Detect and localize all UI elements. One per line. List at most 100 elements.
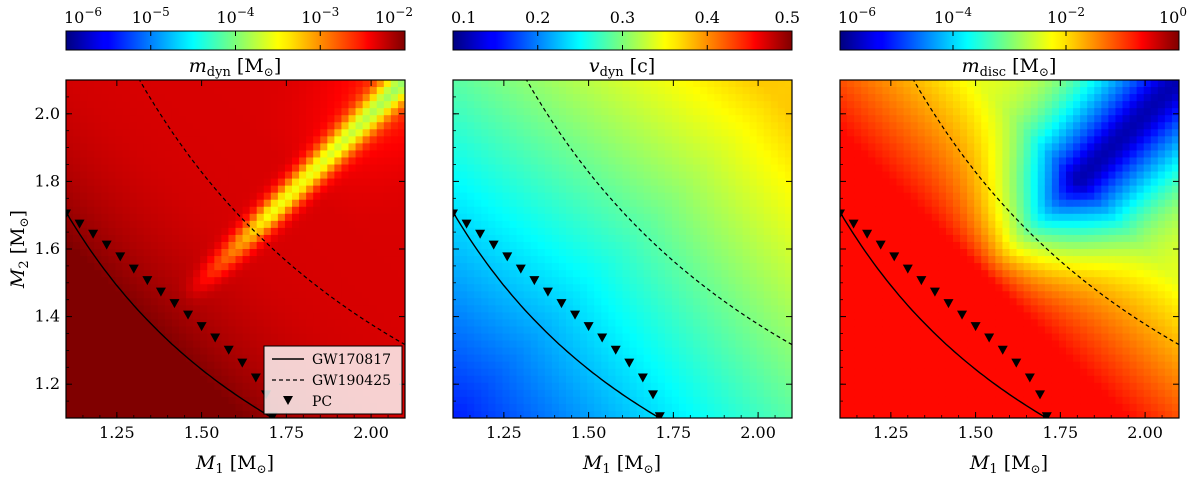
heatmap-cell: [256, 305, 265, 313]
heatmap-cell: [777, 375, 786, 384]
heatmap-cell: [580, 234, 588, 243]
heatmap-cell: [721, 375, 730, 384]
heatmap-cell: [164, 340, 173, 349]
heatmap-cell: [474, 305, 482, 313]
heatmap-cell: [551, 340, 560, 349]
heatmap-cell: [362, 129, 371, 137]
heatmap-cell: [73, 291, 81, 299]
heatmap-cell: [551, 256, 560, 264]
heatmap-cell: [242, 277, 251, 285]
heatmap-cell: [474, 234, 482, 243]
heatmap-cell: [770, 157, 779, 166]
heatmap-cell: [686, 129, 694, 137]
heatmap-cell: [369, 101, 378, 109]
heatmap-cell: [263, 101, 272, 109]
heatmap-cell: [200, 220, 208, 229]
heatmap-cell: [495, 333, 504, 342]
heatmap-cell: [558, 270, 567, 278]
heatmap-cell: [742, 340, 751, 349]
heatmap-cell: [277, 270, 286, 278]
heatmap-cell: [270, 150, 279, 159]
heatmap-cell: [263, 284, 272, 292]
heatmap-cell: [221, 80, 230, 88]
heatmap-cell: [467, 136, 475, 144]
heatmap-cell: [235, 129, 244, 137]
heatmap-cell: [636, 340, 645, 349]
heatmap-cell: [770, 396, 779, 405]
heatmap-cell: [193, 185, 201, 194]
heatmap-cell: [270, 227, 279, 236]
heatmap-cell: [122, 375, 131, 384]
heatmap-cell: [854, 171, 862, 180]
heatmap-cell: [721, 263, 730, 271]
heatmap-cell: [735, 305, 744, 313]
heatmap-cell: [707, 326, 715, 335]
heatmap-cell: [348, 234, 357, 243]
heatmap-cell: [728, 396, 737, 405]
heatmap-cell: [263, 108, 272, 116]
heatmap-cell: [509, 347, 518, 356]
heatmap-cell: [228, 115, 237, 123]
heatmap-cell: [636, 312, 645, 321]
heatmap-cell: [474, 284, 482, 292]
heatmap-cell: [157, 347, 166, 356]
heatmap-cell: [622, 129, 631, 137]
heatmap-cell: [558, 284, 567, 292]
heatmap-cell: [369, 136, 378, 144]
heatmap-cell: [784, 115, 792, 123]
heatmap-cell: [101, 129, 109, 137]
heatmap-cell: [629, 87, 638, 95]
heatmap-cell: [671, 115, 680, 123]
heatmap-cell: [207, 333, 215, 342]
heatmap-cell: [277, 241, 286, 250]
heatmap-cell: [777, 213, 786, 222]
heatmap-cell: [150, 396, 159, 405]
heatmap-cell: [749, 171, 758, 180]
heatmap-cell: [242, 171, 251, 180]
heatmap-cell: [179, 185, 187, 194]
heatmap-cell: [292, 284, 300, 292]
heatmap-cell: [671, 136, 680, 144]
heatmap-cell: [566, 241, 574, 250]
heatmap-cell: [488, 178, 496, 187]
heatmap-cell: [186, 403, 194, 412]
heatmap-cell: [558, 220, 567, 229]
heatmap-cell: [573, 157, 581, 166]
heatmap-cell: [495, 368, 504, 377]
heatmap-cell: [544, 164, 553, 173]
heatmap-cell: [80, 382, 88, 391]
heatmap-cell: [643, 333, 652, 342]
heatmap-cell: [756, 305, 765, 313]
heatmap-cell: [544, 178, 553, 187]
heatmap-cell: [108, 220, 117, 229]
heatmap-cell: [129, 298, 138, 306]
heatmap-cell: [671, 220, 680, 229]
heatmap-cell: [700, 305, 708, 313]
heatmap-cell: [348, 122, 357, 130]
heatmap-cell: [742, 87, 751, 95]
heatmap-cell: [87, 319, 95, 328]
heatmap-cell: [467, 354, 475, 363]
heatmap-cell: [481, 270, 489, 278]
heatmap-cell: [657, 129, 666, 137]
heatmap-cell: [629, 129, 638, 137]
heatmap-cell: [320, 305, 328, 313]
heatmap-cell: [327, 192, 335, 201]
heatmap-cell: [150, 249, 159, 257]
heatmap-cell: [157, 241, 166, 250]
heatmap-cell: [749, 284, 758, 292]
heatmap-cell: [671, 340, 680, 349]
heatmap-cell: [840, 256, 848, 264]
heatmap-cell: [150, 122, 159, 130]
heatmap-cell: [87, 115, 95, 123]
heatmap-cell: [679, 263, 687, 271]
heatmap-cell: [551, 326, 560, 335]
heatmap-cell: [488, 396, 496, 405]
heatmap-cell: [735, 185, 744, 194]
heatmap-cell: [763, 157, 772, 166]
heatmap-cell: [495, 129, 504, 137]
heatmap-cell: [601, 382, 609, 391]
heatmap-cell: [108, 256, 117, 264]
heatmap-cell: [770, 326, 779, 335]
heatmap-cell: [313, 192, 321, 201]
